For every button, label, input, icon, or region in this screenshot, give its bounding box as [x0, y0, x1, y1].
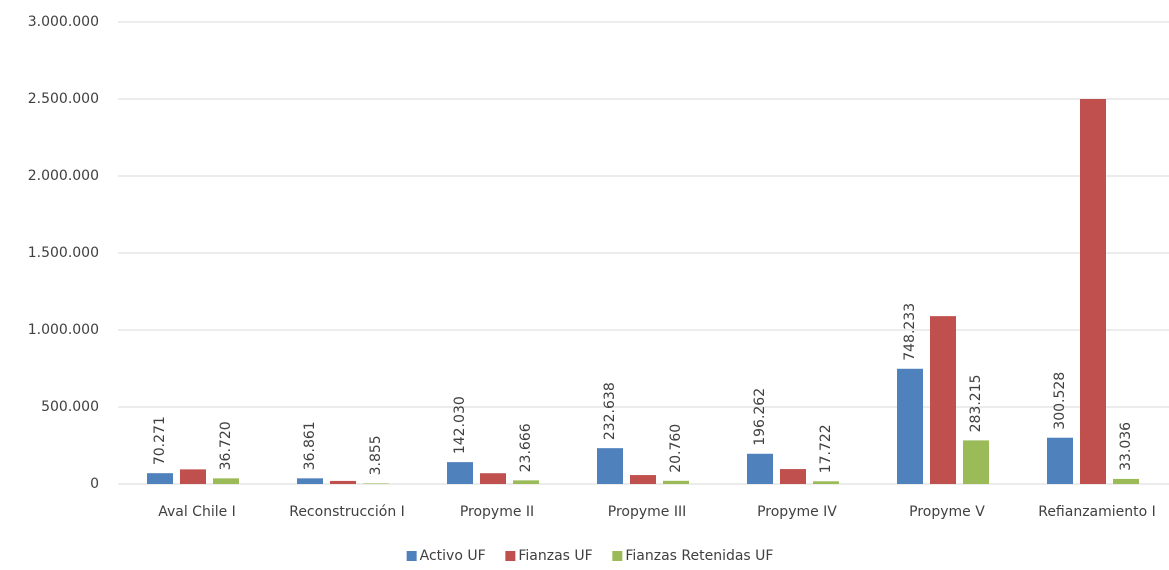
- legend-swatch: [505, 551, 516, 561]
- bar: [180, 469, 206, 484]
- bar: [363, 483, 389, 484]
- bar: [513, 480, 539, 484]
- value-label: 23.666: [518, 423, 534, 472]
- x-tick-label: Propyme II: [460, 504, 534, 520]
- value-label: 70.271: [152, 416, 168, 465]
- y-tick-label: 1.500.000: [28, 245, 99, 261]
- value-label: 3.855: [368, 435, 384, 475]
- legend-swatch: [612, 551, 623, 561]
- bar: [930, 316, 956, 484]
- value-label: 36.720: [218, 421, 234, 470]
- bar: [597, 448, 623, 484]
- value-label: 196.262: [752, 388, 768, 446]
- bar: [663, 480, 689, 484]
- bar: [1113, 478, 1139, 484]
- x-tick-label: Propyme V: [909, 504, 985, 520]
- bar: [963, 440, 989, 484]
- value-label: 283.215: [968, 374, 984, 432]
- value-label: 142.030: [452, 396, 468, 454]
- bar: [147, 473, 173, 484]
- legend-swatch: [406, 551, 417, 561]
- bar: [330, 480, 356, 484]
- value-label: 36.861: [302, 421, 318, 470]
- bar: [747, 453, 773, 484]
- legend-label: Activo UF: [420, 548, 486, 564]
- y-tick-label: 3.000.000: [28, 14, 99, 30]
- bar: [780, 469, 806, 484]
- bar: [297, 478, 323, 484]
- value-label: 748.233: [902, 303, 918, 361]
- x-tick-label: Aval Chile I: [158, 504, 236, 520]
- bar: [1047, 437, 1073, 484]
- legend-label: Fianzas UF: [518, 548, 592, 564]
- y-tick-label: 500.000: [41, 399, 99, 415]
- bar: [1080, 99, 1106, 484]
- value-label: 232.638: [602, 382, 618, 440]
- y-tick-label: 1.000.000: [28, 322, 99, 338]
- bar: [213, 478, 239, 484]
- x-tick-label: Propyme IV: [757, 504, 837, 520]
- legend-label: Fianzas Retenidas UF: [625, 548, 773, 564]
- x-tick-label: Reconstrucción I: [289, 504, 405, 520]
- bar: [813, 481, 839, 484]
- bar: [480, 473, 506, 484]
- y-tick-label: 0: [90, 476, 99, 492]
- value-label: 20.760: [668, 424, 684, 473]
- value-label: 33.036: [1118, 422, 1134, 471]
- y-tick-label: 2.500.000: [28, 91, 99, 107]
- bar: [897, 368, 923, 484]
- bar: [630, 475, 656, 484]
- x-tick-label: Propyme III: [608, 504, 686, 520]
- x-tick-label: Refianzamiento I: [1038, 504, 1156, 520]
- y-tick-label: 2.000.000: [28, 168, 99, 184]
- bar: [447, 462, 473, 484]
- value-label: 17.722: [818, 424, 834, 473]
- value-label: 300.528: [1052, 372, 1068, 430]
